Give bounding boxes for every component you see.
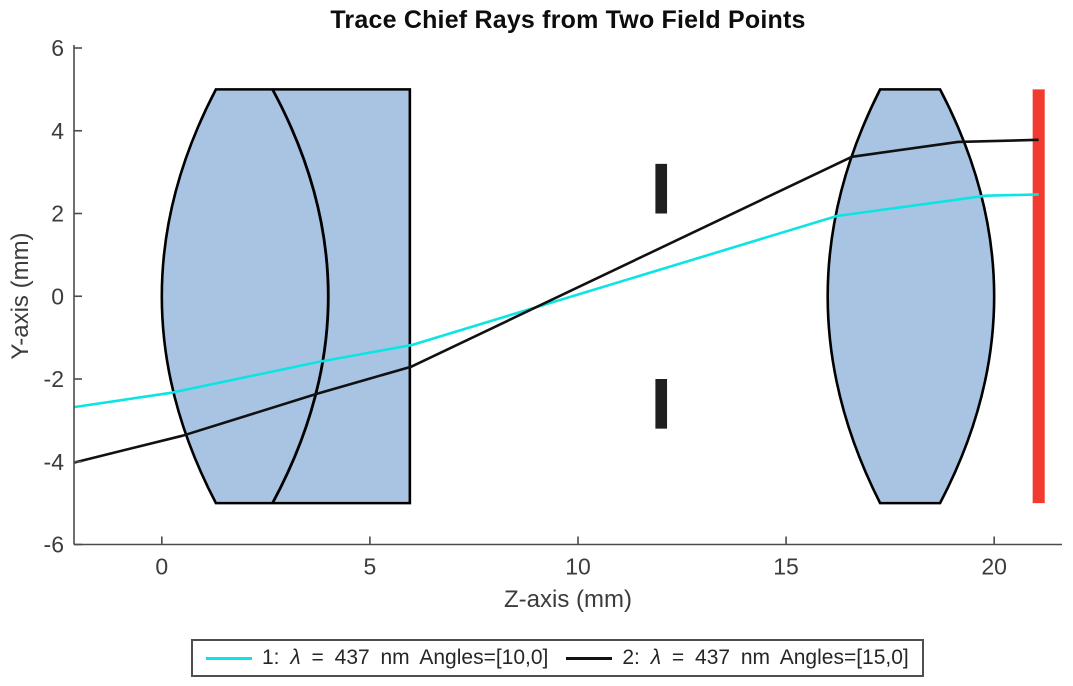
y-tick-label: 6	[51, 35, 64, 61]
aperture-stop-top-bar	[655, 163, 668, 214]
legend-entry-1: 1: λ = 437 nm Angles=[10,0]	[206, 646, 548, 670]
legend: 1: λ = 437 nm Angles=[10,0] 2: λ = 437 nm…	[191, 639, 924, 677]
chief-ray-field-1	[73, 193, 1039, 409]
y-tick-label: -4	[44, 449, 65, 475]
y-tick-label: -6	[44, 532, 64, 558]
chart-title: Trace Chief Rays from Two Field Points	[330, 6, 806, 34]
image-plane	[1032, 89, 1045, 504]
legend-entry-2: 2: λ = 437 nm Angles=[15,0]	[566, 646, 909, 670]
x-tick-label: 0	[155, 554, 168, 580]
legend-line-swatch	[566, 656, 613, 660]
cemented-doublet-lens-shape	[160, 88, 412, 505]
y-tick-label: -2	[44, 366, 64, 392]
y-tick-label: 2	[51, 201, 64, 227]
x-tick-label: 10	[565, 554, 591, 580]
y-axis-label: Y-axis (mm)	[7, 232, 34, 360]
legend-entry-label: 2: λ = 437 nm Angles=[15,0]	[622, 646, 909, 669]
x-axis-label: Z-axis (mm)	[504, 586, 632, 613]
x-tick-label: 15	[773, 554, 799, 580]
aperture-stop-bottom-bar	[655, 379, 668, 429]
y-tick-label: 4	[51, 118, 64, 144]
y-tick-label: 0	[51, 283, 64, 309]
biconvex-lens-shape	[826, 88, 996, 505]
chief-ray-field-2	[73, 138, 1039, 464]
cemented-doublet-lens-inner-surface	[271, 88, 330, 504]
x-tick-label: 5	[364, 554, 377, 580]
x-tick-label: 20	[981, 554, 1007, 580]
legend-line-swatch	[206, 656, 252, 660]
legend-entry-label: 1: λ = 437 nm Angles=[10,0]	[262, 646, 549, 669]
